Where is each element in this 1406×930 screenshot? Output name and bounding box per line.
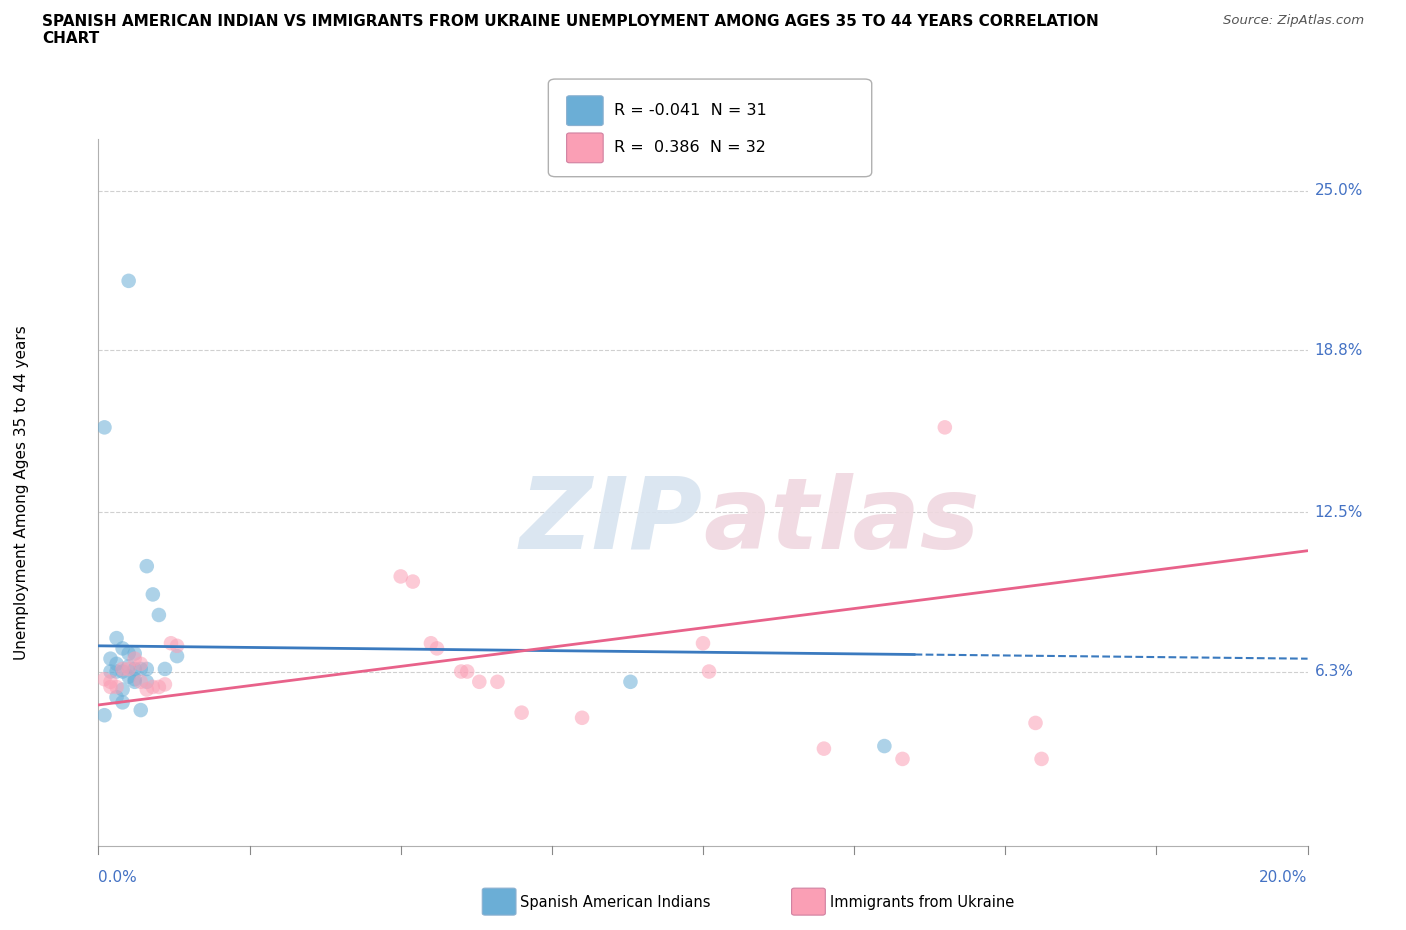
Point xyxy=(105,631,128,645)
Text: Unemployment Among Ages 35 to 44 years: Unemployment Among Ages 35 to 44 years xyxy=(14,326,28,660)
Point xyxy=(111,641,134,656)
Point xyxy=(93,708,115,723)
Point xyxy=(100,664,122,679)
Text: 12.5%: 12.5% xyxy=(1315,505,1362,520)
Point xyxy=(142,587,165,602)
Point xyxy=(426,641,449,656)
Text: Spanish American Indians: Spanish American Indians xyxy=(520,895,710,910)
Point xyxy=(419,636,441,651)
Text: SPANISH AMERICAN INDIAN VS IMMIGRANTS FROM UKRAINE UNEMPLOYMENT AMONG AGES 35 TO: SPANISH AMERICAN INDIAN VS IMMIGRANTS FR… xyxy=(42,14,1099,46)
Point xyxy=(135,661,157,676)
Point xyxy=(129,661,152,676)
Point xyxy=(105,680,128,695)
Point xyxy=(111,682,134,697)
Point xyxy=(166,648,188,663)
Point xyxy=(153,661,176,676)
Point xyxy=(813,741,835,756)
Text: Source: ZipAtlas.com: Source: ZipAtlas.com xyxy=(1223,14,1364,27)
Point xyxy=(124,646,146,661)
Point xyxy=(135,674,157,689)
Point xyxy=(129,674,152,689)
Point xyxy=(389,569,412,584)
Point xyxy=(510,705,533,720)
Point xyxy=(111,661,134,676)
Point xyxy=(100,674,122,689)
Text: 20.0%: 20.0% xyxy=(1260,870,1308,884)
Point xyxy=(124,671,146,686)
Point xyxy=(118,670,141,684)
Point xyxy=(1031,751,1053,766)
Point xyxy=(148,680,170,695)
Point xyxy=(450,664,472,679)
Text: R = -0.041  N = 31: R = -0.041 N = 31 xyxy=(614,103,768,118)
Point xyxy=(697,664,720,679)
Point xyxy=(105,664,128,679)
Point xyxy=(166,638,188,653)
Point xyxy=(118,659,141,674)
Text: 25.0%: 25.0% xyxy=(1315,183,1362,198)
Point xyxy=(129,703,152,718)
Point xyxy=(135,559,157,574)
Point xyxy=(486,674,509,689)
Text: R =  0.386  N = 32: R = 0.386 N = 32 xyxy=(614,140,766,155)
Text: ZIP: ZIP xyxy=(520,472,703,570)
Point xyxy=(619,674,641,689)
Point xyxy=(148,607,170,622)
Point xyxy=(135,682,157,697)
Point xyxy=(124,674,146,689)
Point xyxy=(100,680,122,695)
Point xyxy=(1024,715,1046,730)
Point xyxy=(100,651,122,666)
Point xyxy=(402,574,425,589)
Point xyxy=(456,664,478,679)
Point xyxy=(153,677,176,692)
Point xyxy=(118,273,141,288)
Point xyxy=(105,690,128,705)
Point xyxy=(105,657,128,671)
Point xyxy=(891,751,914,766)
Text: 18.8%: 18.8% xyxy=(1315,343,1362,358)
Point xyxy=(93,671,115,686)
Point xyxy=(93,420,115,435)
Text: atlas: atlas xyxy=(703,472,980,570)
Point xyxy=(468,674,491,689)
Text: 6.3%: 6.3% xyxy=(1315,664,1354,679)
Text: 0.0%: 0.0% xyxy=(98,870,138,884)
Point xyxy=(111,664,134,679)
Point xyxy=(118,661,141,676)
Point xyxy=(129,657,152,671)
Point xyxy=(160,636,183,651)
Point xyxy=(571,711,593,725)
Point xyxy=(118,646,141,661)
Point xyxy=(873,738,896,753)
Point xyxy=(934,420,956,435)
Text: Immigrants from Ukraine: Immigrants from Ukraine xyxy=(830,895,1014,910)
Point xyxy=(142,680,165,695)
Point xyxy=(124,661,146,676)
Point xyxy=(111,695,134,710)
Point xyxy=(692,636,714,651)
Point xyxy=(124,651,146,666)
